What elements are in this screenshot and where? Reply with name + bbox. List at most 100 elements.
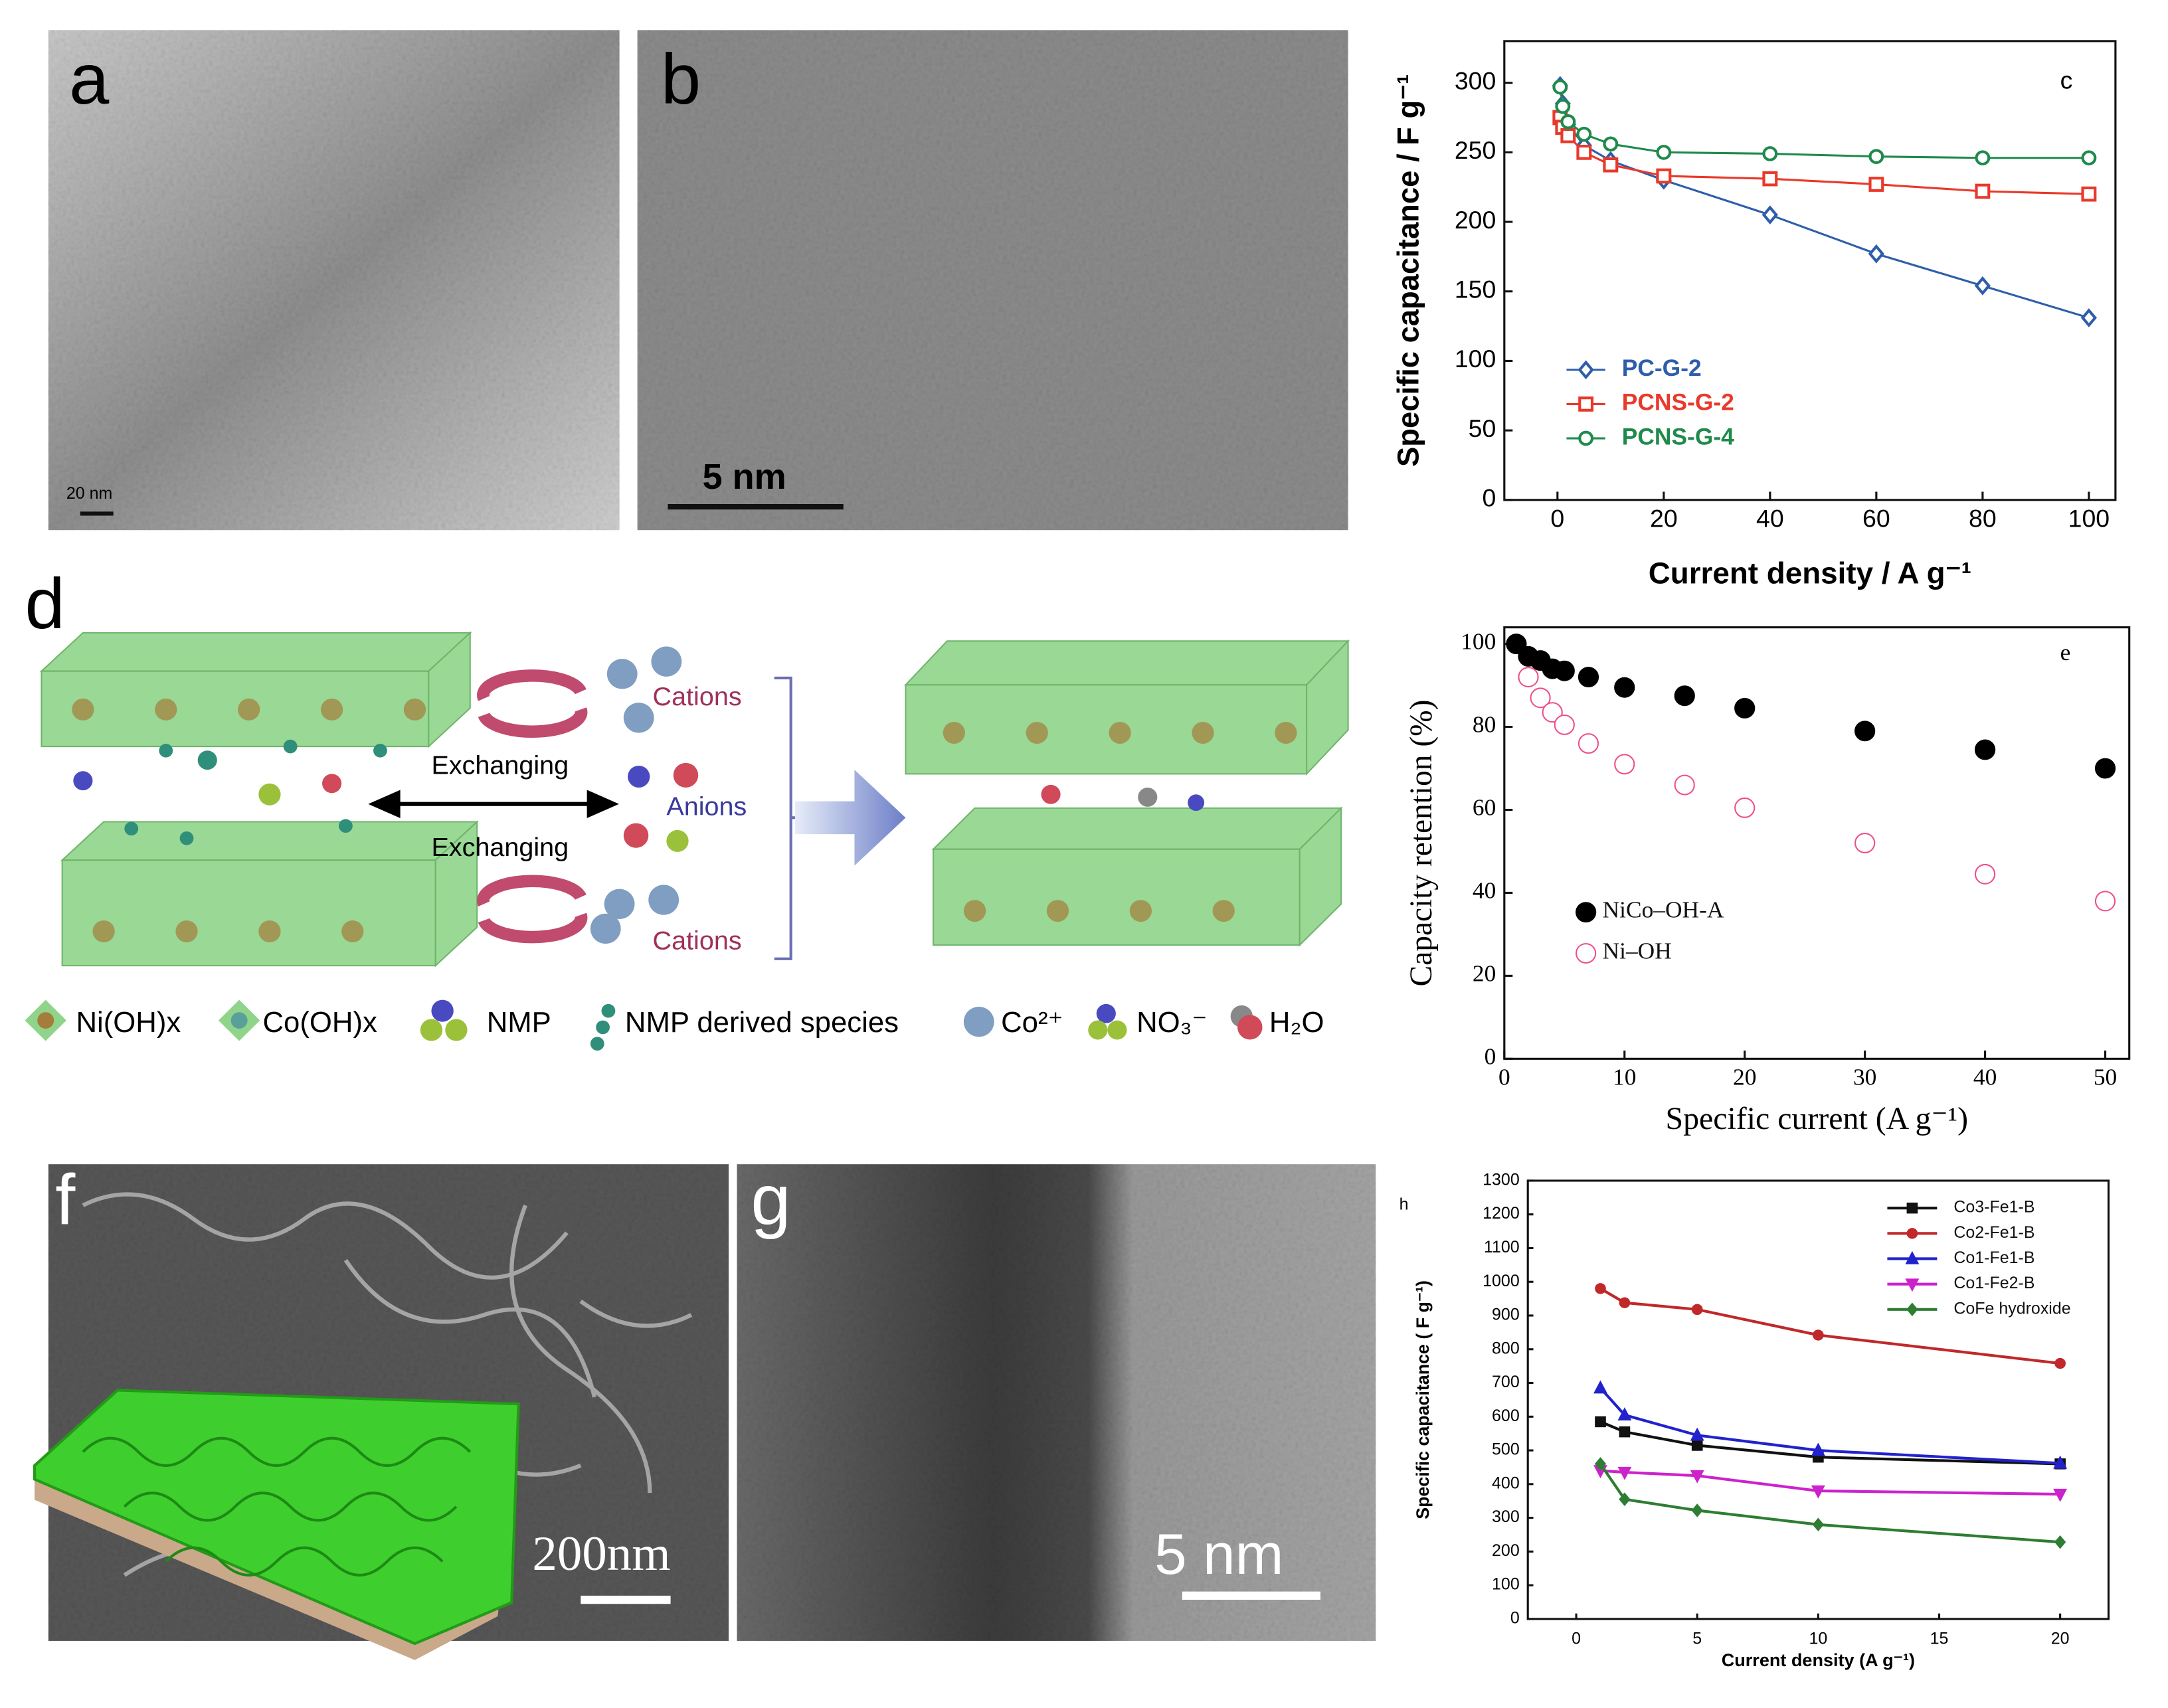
panel-f: f 200nm <box>33 1159 729 1660</box>
scale-bar-label: 5 nm <box>1154 1522 1283 1586</box>
y-tick-label: 400 <box>1492 1474 1520 1492</box>
legend-label: H₂O <box>1269 1007 1324 1039</box>
nanosheet-array <box>33 1389 520 1646</box>
marker <box>1762 146 1778 161</box>
marker <box>1762 205 1778 224</box>
sem-texture <box>82 1192 693 1577</box>
marker <box>1656 168 1672 184</box>
x-tick-label: 40 <box>1756 505 1784 533</box>
marker <box>1734 697 1756 719</box>
marker <box>1614 677 1635 698</box>
y-tick-label: 80 <box>1473 712 1496 738</box>
y-tick-label: 60 <box>1473 795 1496 821</box>
x-tick-label: 30 <box>1853 1064 1876 1090</box>
y-tick-label: 0 <box>1510 1609 1520 1628</box>
marker <box>1530 687 1551 709</box>
diagram-label: Cations <box>653 926 742 956</box>
legend-marker <box>1578 360 1594 380</box>
y-tick-label: 900 <box>1492 1306 1520 1324</box>
marker <box>1854 721 1876 742</box>
series-line <box>1599 1387 2060 1465</box>
marker <box>2053 1488 2068 1502</box>
marker <box>1813 1329 1824 1341</box>
marker <box>1603 157 1619 173</box>
process-arrow <box>794 770 906 866</box>
marker <box>1554 714 1575 735</box>
marker <box>1974 863 1996 885</box>
marker <box>1868 177 1884 192</box>
marker <box>1576 126 1592 142</box>
panel-label: a <box>69 39 109 119</box>
y-tick-label: 100 <box>1492 1575 1520 1594</box>
scale-bar-label: 200nm <box>532 1527 670 1582</box>
legend-marker <box>1578 396 1594 412</box>
marker <box>1619 1426 1631 1438</box>
x-tick-label: 15 <box>1930 1630 1949 1648</box>
x-tick-label: 80 <box>1969 505 1997 533</box>
y-axis-title: Capacity retention (%) <box>1404 700 1439 987</box>
x-tick-label: 50 <box>2094 1064 2117 1090</box>
marker <box>1690 1427 1704 1441</box>
legend-marker <box>1905 1250 1920 1264</box>
marker <box>1854 833 1876 853</box>
marker <box>1554 660 1575 681</box>
marker <box>1812 1517 1824 1532</box>
x-tick-label: 0 <box>1498 1064 1510 1090</box>
y-tick-label: 1200 <box>1483 1204 1520 1223</box>
marker <box>1603 136 1619 152</box>
y-tick-label: 800 <box>1492 1339 1520 1357</box>
marker <box>1617 1407 1632 1421</box>
diagram-label: Cations <box>653 682 742 711</box>
marker <box>1542 702 1563 723</box>
x-tick-label: 20 <box>1733 1064 1756 1090</box>
marker <box>1518 667 1539 688</box>
y-tick-label: 200 <box>1455 206 1496 234</box>
series-line <box>1600 1469 2060 1496</box>
y-tick-label: 0 <box>1482 484 1496 512</box>
x-tick-label: 0 <box>1550 505 1564 533</box>
scale-bar-label: 20 nm <box>66 484 112 503</box>
marker <box>1674 774 1695 796</box>
marker <box>1555 98 1571 114</box>
marker <box>1974 276 1991 296</box>
panel-b: b 5 nm <box>637 30 1348 531</box>
legend-label: NMP <box>487 1007 551 1039</box>
legend-label: PC-G-2 <box>1622 355 1702 381</box>
y-tick-label: 250 <box>1455 136 1496 164</box>
y-tick-label: 500 <box>1492 1440 1520 1459</box>
marker <box>1576 145 1592 160</box>
marker <box>1578 733 1599 754</box>
marker <box>1868 149 1884 165</box>
legend-label: NiCo–OH-A <box>1603 897 1724 923</box>
legend-label: PCNS-G-4 <box>1622 424 1734 450</box>
legend-marker <box>1906 1302 1918 1317</box>
plot-frame <box>1503 626 2131 1060</box>
legend-marker <box>1905 1278 1920 1292</box>
x-tick-label: 20 <box>1650 505 1678 533</box>
chart: 0 50 100 150 200 250 300 0 20 40 60 80 100 Current de… <box>1391 40 2117 590</box>
marker <box>1691 1304 1703 1316</box>
marker <box>2094 758 2116 779</box>
panel-label: d <box>25 564 64 643</box>
tem-image <box>48 30 620 531</box>
marker <box>1975 150 1991 166</box>
marker <box>1734 797 1756 818</box>
legend-marker <box>1578 430 1594 446</box>
legend-label: NMP derived species <box>625 1007 899 1039</box>
marker <box>2081 150 2097 166</box>
legend-label: Co3-Fe1-B <box>1953 1198 2034 1217</box>
y-tick-label: 100 <box>1461 629 1496 655</box>
y-tick-label: 0 <box>1485 1044 1496 1070</box>
x-tick-label: 40 <box>1973 1064 1997 1090</box>
series-line <box>1559 86 2089 159</box>
legend-label: Co1-Fe2-B <box>1953 1274 2034 1292</box>
panel-g: g 5 nm <box>737 1159 1376 1641</box>
legend-label: Co²⁺ <box>1001 1007 1063 1039</box>
ions <box>590 646 699 944</box>
y-tick-label: 50 <box>1469 414 1496 442</box>
marker <box>2094 891 2116 912</box>
x-tick-label: 5 <box>1692 1630 1702 1648</box>
legend-label: Co1-Fe1-B <box>1953 1248 2034 1267</box>
y-tick-label: 1100 <box>1484 1238 1520 1256</box>
